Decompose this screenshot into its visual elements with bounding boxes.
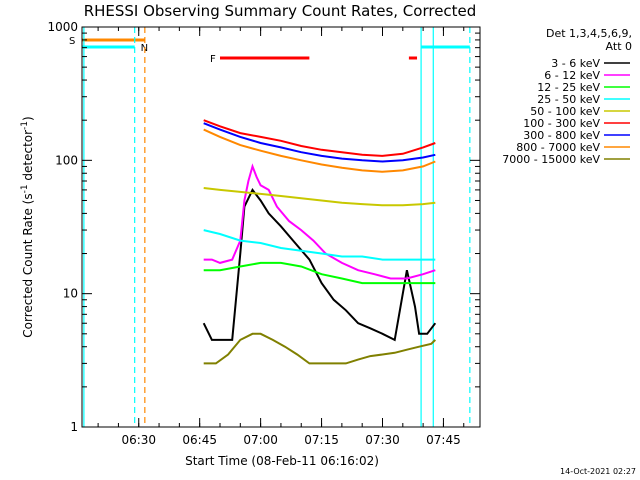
legend-label: 7000 - 15000 keV: [502, 153, 600, 166]
y-axis: 1 10 100 1000: [47, 20, 480, 434]
y-axis-label-end: ): [21, 116, 35, 121]
series-line: [203, 229, 436, 261]
x-axis: 06:30 06:45 07:00 07:15 07:30 07:45: [97, 27, 465, 447]
legend-label: 12 - 25 keV: [537, 81, 600, 94]
legend-header-1: Det 1,3,4,5,6,9,: [546, 27, 632, 40]
legend-label: 50 - 100 keV: [530, 105, 600, 118]
x-tick-label: 06:45: [182, 433, 217, 447]
series-line: [203, 261, 436, 285]
legend-label: 100 - 300 keV: [523, 117, 600, 130]
y-axis-label-main: Corrected Count Rate (s: [21, 193, 35, 337]
x-tick-label: 07:30: [365, 433, 400, 447]
x-tick-label: 07:45: [426, 433, 461, 447]
legend-label: 6 - 12 keV: [544, 69, 600, 82]
y-axis-label: Corrected Count Rate (s-1 detector-1): [20, 116, 35, 337]
series-line: [203, 163, 436, 280]
y-axis-label-sup: -1: [20, 184, 30, 193]
legend-label: 25 - 50 keV: [537, 93, 600, 106]
series-line: [203, 187, 436, 207]
legend-label: 800 - 7000 keV: [516, 141, 600, 154]
y-tick-label: 1: [70, 420, 78, 434]
x-tick-label: 07:00: [243, 433, 278, 447]
y-axis-label-mid: detector: [21, 130, 35, 185]
series-lines: [202, 119, 437, 365]
interval-lines: [83, 27, 471, 427]
legend-label: 300 - 800 keV: [523, 129, 600, 142]
series-line: [203, 332, 436, 365]
series-line: [202, 188, 437, 342]
chart-title: RHESSI Observing Summary Count Rates, Co…: [84, 2, 477, 20]
flag-bars: SNF: [69, 36, 470, 65]
y-tick-label: 10: [63, 287, 78, 301]
x-axis-label: Start Time (08-Feb-11 06:16:02): [185, 454, 379, 468]
y-tick-label: 100: [55, 153, 78, 167]
flag-label: S: [69, 36, 75, 47]
y-tick-label: 1000: [47, 20, 78, 34]
legend-label: 3 - 6 keV: [551, 57, 600, 70]
series-line: [203, 122, 436, 163]
x-tick-label: 06:30: [121, 433, 156, 447]
x-tick-label: 07:15: [304, 433, 339, 447]
legend-header-2: Att 0: [606, 40, 632, 53]
series-line: [203, 119, 436, 157]
y-axis-label-sup2: -1: [20, 121, 30, 130]
generation-timestamp: 14-Oct-2021 02:27: [560, 467, 636, 476]
flag-label: F: [210, 54, 216, 65]
series-line: [203, 128, 436, 173]
